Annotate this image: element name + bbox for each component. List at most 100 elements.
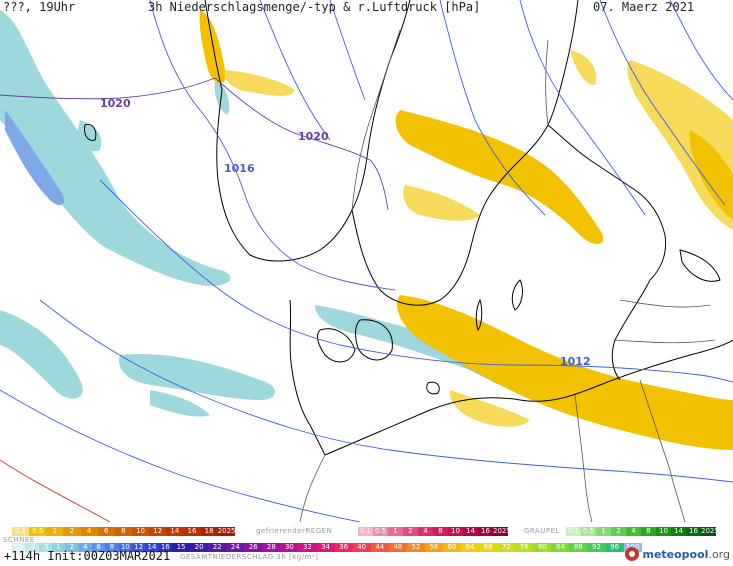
legend-total-cell-5: 28: [262, 543, 281, 552]
legend-freezing-cell-8: 16: [478, 527, 493, 536]
legend-freezing-rain-bar: 0.10.512481014162025+: [358, 527, 508, 536]
legend-graupel-cell-4: 4: [626, 527, 641, 536]
legend-graupel-cell-7: 14: [671, 527, 686, 536]
finland-coast: [547, 124, 667, 281]
forecast-time-label: ???, 19Uhr: [3, 0, 76, 14]
isobar-label-1020-west: 1020: [100, 97, 131, 110]
legend-total-title: GESAMTNIEDERSCHLAG 3h [kg/m²]: [180, 553, 319, 561]
isobar-center-2: [329, 0, 366, 101]
meteopool-logo-icon: [625, 547, 640, 561]
border-norway-sweden: [351, 29, 401, 211]
isobar-labels: 1020 1020 1016 1012: [100, 97, 591, 368]
legend-total-cell-18: 72: [497, 543, 516, 552]
meteopool-logo-text: meteopool.org: [642, 548, 730, 561]
snow-area-northsea: [119, 354, 276, 400]
border-germany-poland: [574, 394, 593, 522]
legend-total-cell-22: 88: [569, 543, 588, 552]
brand-name: meteopool: [642, 547, 709, 561]
legend-snow-cell-1: .2: [25, 543, 39, 552]
legend-total-cell-10: 40: [352, 543, 371, 552]
legend-total-cell-7: 32: [298, 543, 317, 552]
snow-area-west-core: [5, 110, 65, 206]
legend-rain-cell-3: 2: [63, 527, 81, 536]
isobar-1020-west: [0, 77, 216, 100]
legend-total-cell-0: 15: [172, 543, 191, 552]
legend-snow-bar: .1.2.5 1 2 4 6 8 10 12 14 16: [12, 543, 172, 552]
isobar-label-1012: 1012: [560, 355, 591, 368]
legend-total-cell-4: 26: [244, 543, 263, 552]
legend-total-cell-6: 30: [280, 543, 299, 552]
precipitation-pressure-map: 1020 1020 1016 1012: [0, 0, 733, 522]
legend-graupel-cell-8: 16: [686, 527, 701, 536]
legend-rain-cell-7: 10: [131, 527, 150, 536]
isobar-1004-south: [0, 389, 361, 522]
shetland: [84, 123, 97, 141]
isobar-label-1016: 1016: [224, 162, 255, 175]
isobar-east-3: [599, 0, 726, 206]
legend-total-cell-23: 92: [587, 543, 606, 552]
rain-area-sweden-band: [395, 110, 604, 245]
jutland-coast: [289, 299, 326, 456]
snow-area-southwest: [0, 310, 83, 399]
legend-freezing-cell-7: 14: [463, 527, 478, 536]
legend-rain-cell-9: 14: [166, 527, 184, 536]
isobar-center-1: [259, 0, 331, 141]
legend-rain-cell-8: 12: [149, 527, 167, 536]
legend-total-cell-9: 36: [334, 543, 353, 552]
meteopool-logo[interactable]: meteopool.org: [625, 547, 730, 561]
isobar-1020-east: [214, 77, 389, 211]
legend-rain-cell-0: 0.1: [12, 527, 30, 536]
border-poland-east: [639, 379, 686, 522]
legend-total-bar: 15 20 22 24 26 28 30 32 34 36 40 44 48 52 56 60 64 68 72 76…: [172, 543, 642, 552]
legend-freezing-cell-6: 10: [448, 527, 463, 536]
snow-area-west: [0, 10, 231, 287]
legend-total-cell-16: 64: [461, 543, 480, 552]
legend-total-cell-20: 80: [533, 543, 552, 552]
legend-rain-cell-11: 18: [200, 527, 218, 536]
legend-graupel-cell-0: 0.1: [566, 527, 581, 536]
legend-total-cell-19: 76: [515, 543, 534, 552]
legend-snow-cell-11: 16: [158, 543, 172, 552]
legend-total-cell-2: 22: [208, 543, 227, 552]
rain-area-finland: [570, 50, 597, 85]
legend-graupel-cell-6: 10: [656, 527, 671, 536]
norway-coast: [204, 0, 411, 262]
border-sweden-finland: [545, 39, 549, 126]
legend-rain-cell-10: 16: [183, 527, 201, 536]
coastlines: [84, 0, 733, 456]
gotland: [511, 279, 523, 311]
legend-graupel-bar: 0.10.512481014162025+: [566, 527, 716, 536]
border-baltics: [614, 299, 716, 344]
legend-total-cell-11: 44: [370, 543, 389, 552]
legend-snow-cell-8: 10: [118, 543, 132, 552]
forecast-date: 07. Maerz 2021: [593, 0, 695, 14]
rain-area-baltic-band: [396, 295, 733, 450]
legend-rain-cell-2: 1: [46, 527, 64, 536]
legend-total-cell-1: 20: [190, 543, 209, 552]
legend-snow-title: SCHNEE: [3, 536, 35, 544]
legend-total-cell-17: 68: [479, 543, 498, 552]
legend-rain-cell-12: 2025+: [217, 527, 235, 536]
snow-area-northwest: [0, 35, 30, 72]
baltic-south-coast: [324, 339, 733, 456]
legend-total-cell-21: 84: [551, 543, 570, 552]
legend-graupel-cell-5: 8: [641, 527, 656, 536]
isobar-1016: [149, 0, 396, 291]
oland: [475, 298, 483, 332]
legend-freezing-cell-9: 2025+: [493, 527, 508, 536]
legend-freezing-rain-title: gefrierenderREGEN: [256, 527, 333, 535]
legend-freezing-cell-5: 8: [433, 527, 448, 536]
legend-rain-cell-1: 0.5: [29, 527, 47, 536]
zealand: [355, 319, 393, 361]
legend-snow-cell-10: 14: [145, 543, 159, 552]
isobar-label-1020-east: 1020: [298, 130, 329, 143]
legend-snow-cell-0: .1: [12, 543, 26, 552]
legend-total-cell-12: 48: [388, 543, 407, 552]
legend-snow-cell-7: 8: [105, 543, 119, 552]
legend-freezing-cell-1: 0.5: [373, 527, 388, 536]
legend-snow-cell-6: 6: [91, 543, 106, 552]
legend-freezing-cell-2: 1: [388, 527, 403, 536]
danish-islands: [317, 328, 356, 363]
